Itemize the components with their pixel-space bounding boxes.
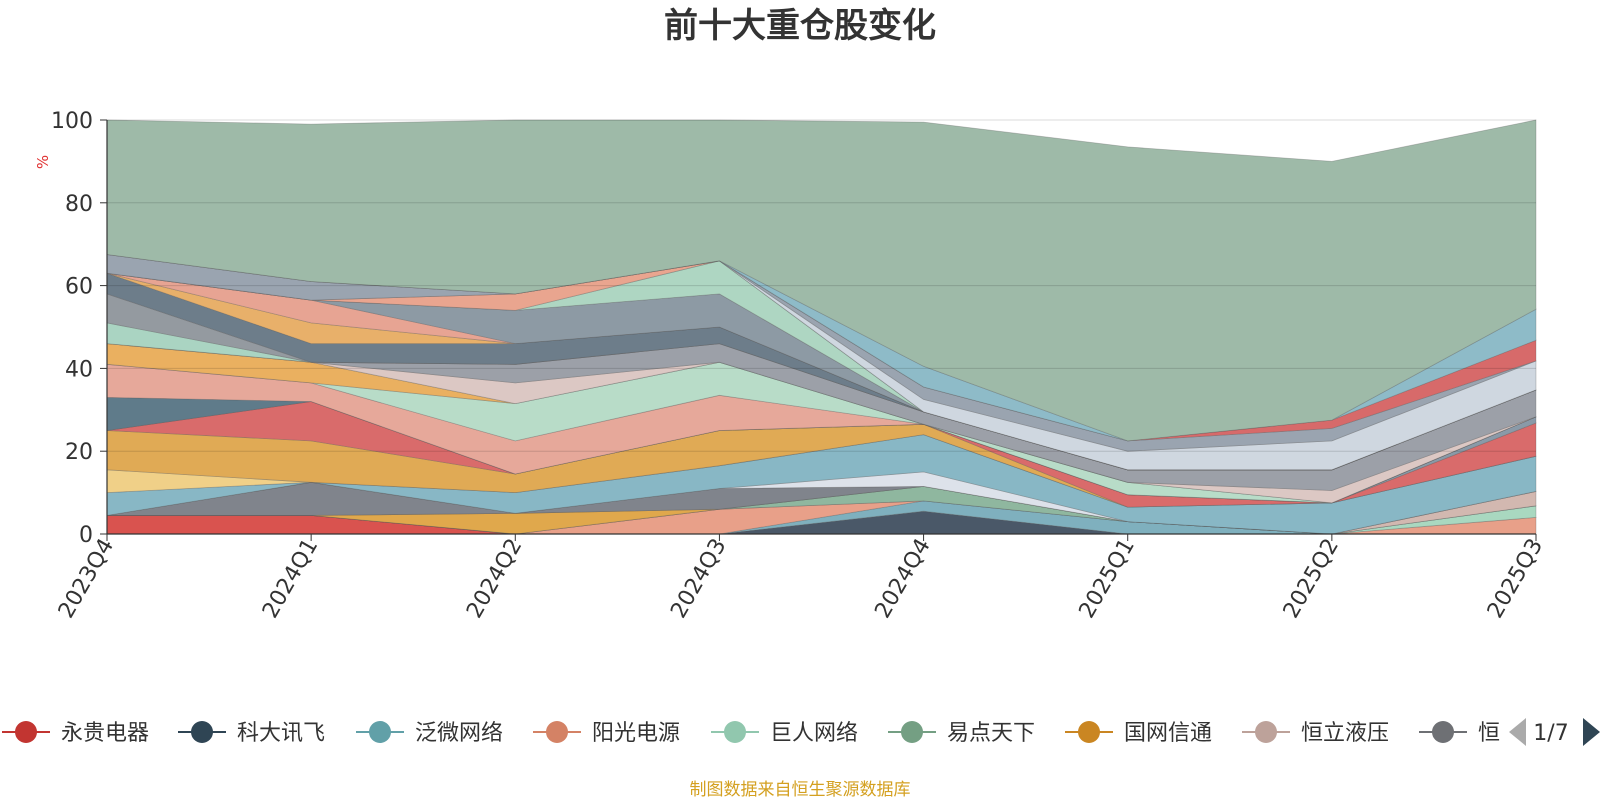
legend-label: 科大讯飞 <box>237 721 325 746</box>
legend-label: 巨人网络 <box>770 721 858 746</box>
legend-label: 恒 <box>1478 721 1500 746</box>
legend-item[interactable]: 恒 <box>1419 721 1500 746</box>
area-series-30 <box>106 260 1537 471</box>
legend-label: 泛微网络 <box>415 721 503 746</box>
y-tick-label: 0 <box>79 523 93 548</box>
legend-label: 国网信通 <box>1124 721 1212 746</box>
legend-label: 阳光电源 <box>592 721 680 746</box>
legend-next-page-icon[interactable] <box>1583 718 1600 746</box>
legend-prev-page-icon[interactable] <box>1509 718 1526 746</box>
legend-marker-icon <box>1078 721 1100 743</box>
legend-marker-icon <box>724 721 746 743</box>
legend-page-number: 1/7 <box>1533 721 1568 746</box>
gridlines <box>107 119 1536 452</box>
legend-marker-icon <box>191 721 213 743</box>
legend-marker-icon <box>369 721 391 743</box>
legend-marker-icon <box>15 721 37 743</box>
y-tick-label: 40 <box>65 357 93 382</box>
area-series-34 <box>106 119 1537 442</box>
legend-item[interactable]: 易点天下 <box>888 721 1035 746</box>
legend-label: 永贵电器 <box>61 721 149 746</box>
x-tick-label: 2024Q1 <box>258 535 323 623</box>
area-series-group <box>106 119 1537 535</box>
legend-item[interactable]: 永贵电器 <box>2 721 149 746</box>
legend-marker-icon <box>901 721 923 743</box>
legend-marker-icon <box>1432 721 1454 743</box>
legend-label: 恒立液压 <box>1301 721 1389 746</box>
legend-label: 易点天下 <box>947 721 1035 746</box>
legend: 永贵电器 科大讯飞 泛微网络 阳光电源 巨人网络 易点天下 国网信通 恒立液压 恒 <box>2 721 1500 746</box>
y-tick-label: 80 <box>65 192 93 217</box>
legend-marker-icon <box>546 721 568 743</box>
legend-item[interactable]: 科大讯飞 <box>178 721 325 746</box>
y-axis-unit-label: % <box>34 155 52 169</box>
y-tick-label: 60 <box>65 275 93 300</box>
legend-item[interactable]: 国网信通 <box>1065 721 1212 746</box>
area-series-31 <box>106 254 1537 452</box>
legend-pager: 1/7 <box>1509 718 1600 746</box>
legend-item[interactable]: 泛微网络 <box>356 721 503 746</box>
x-tick-label: 2025Q1 <box>1075 535 1140 623</box>
area-series-32 <box>106 254 1537 442</box>
legend-marker-icon <box>1255 721 1277 743</box>
legend-item[interactable]: 阳光电源 <box>533 721 680 746</box>
y-tick-label: 20 <box>65 440 93 465</box>
legend-item[interactable]: 恒立液压 <box>1242 721 1389 746</box>
area-series-21 <box>106 343 1537 491</box>
legend-item[interactable]: 巨人网络 <box>711 721 858 746</box>
y-tick-label: 100 <box>51 109 93 134</box>
x-tick-label: 2024Q2 <box>462 535 527 623</box>
x-tick-label: 2025Q2 <box>1279 535 1344 623</box>
x-tick-label: 2024Q4 <box>870 535 935 623</box>
x-tick-label: 2025Q3 <box>1483 535 1548 623</box>
area-series-33 <box>106 254 1537 442</box>
chart-title: 前十大重仓股变化 <box>664 6 936 46</box>
x-tick-label: 2024Q3 <box>666 535 731 623</box>
source-note: 制图数据来自恒生聚源数据库 <box>690 780 911 800</box>
